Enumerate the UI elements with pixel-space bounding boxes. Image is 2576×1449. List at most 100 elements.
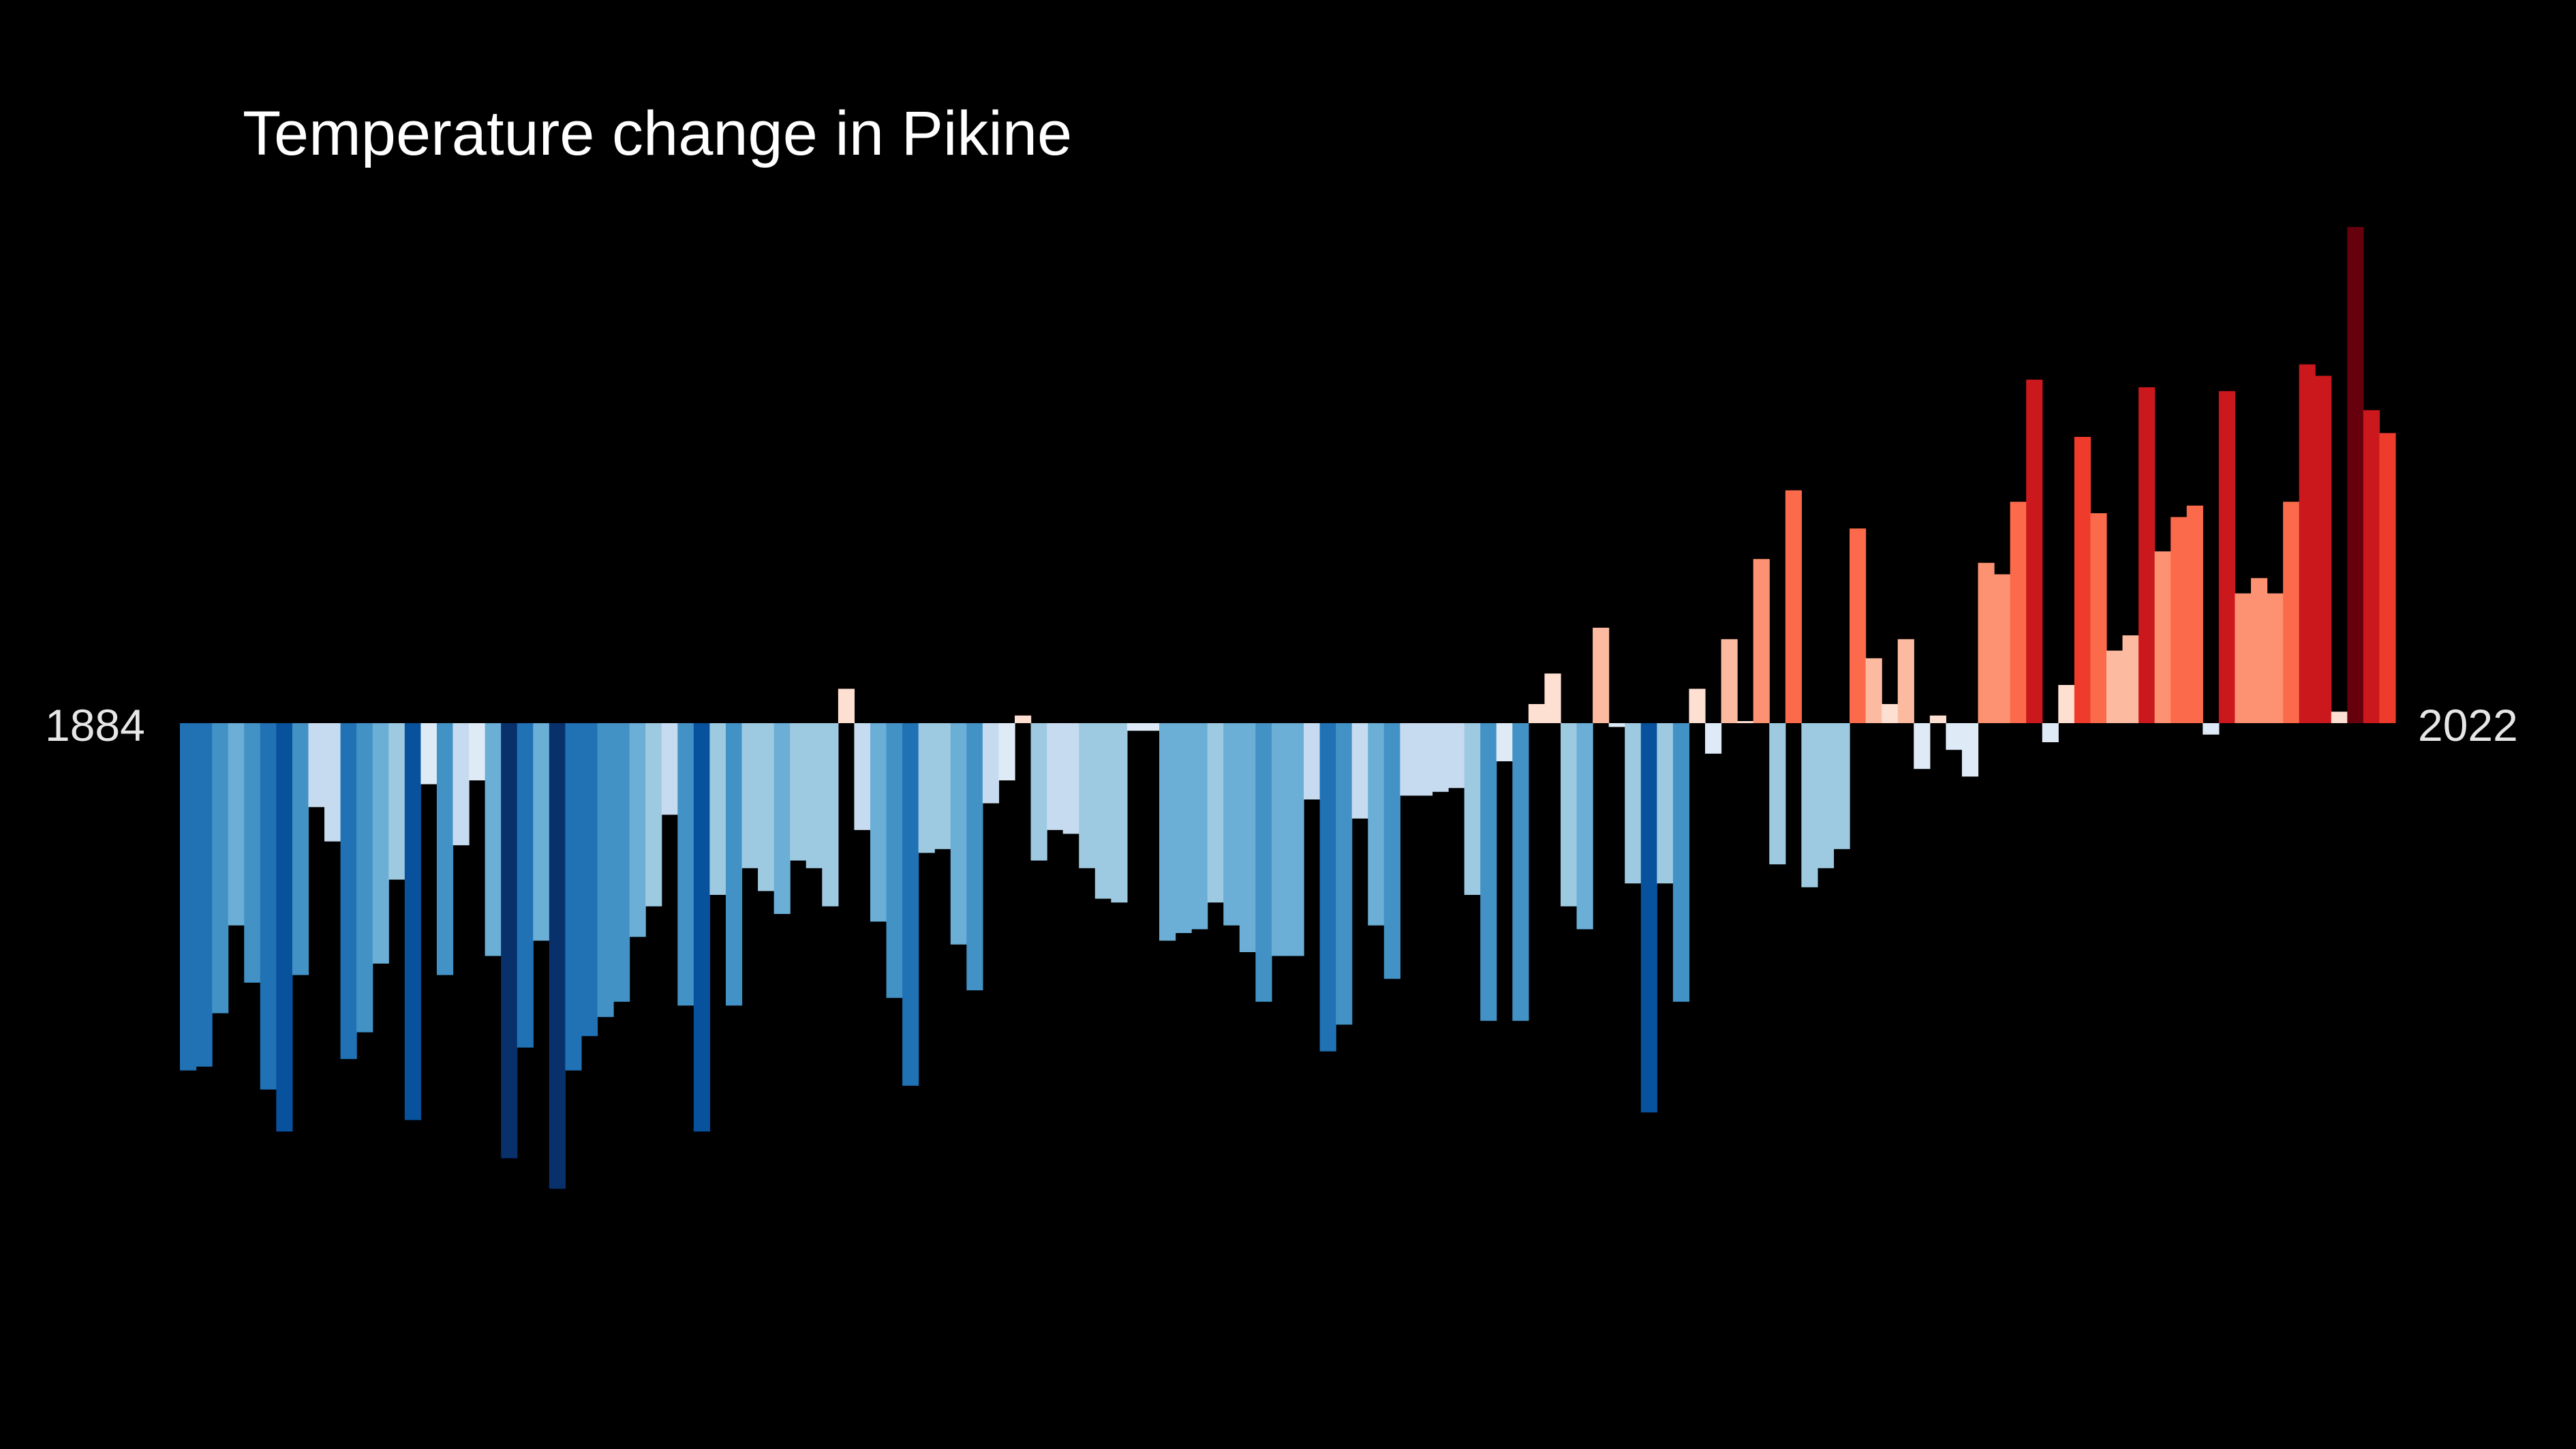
bar-1958 [1368,723,1385,926]
bar-2019 [2347,227,2364,723]
bar-1887 [228,723,245,926]
bar-1899 [420,723,438,784]
bar-1984 [1785,490,1802,723]
bar-1889 [260,723,277,1090]
bar-1993 [1929,715,1946,723]
bar-1932 [950,723,967,945]
bar-1990 [1882,704,1899,723]
bar-2008 [2171,517,2188,723]
bar-1953 [1287,723,1304,956]
bar-1979 [1705,723,1722,754]
bar-1963 [1448,723,1465,789]
bar-1914 [661,723,678,815]
bar-1974 [1625,723,1642,884]
bar-1961 [1415,723,1433,796]
bar-1935 [998,723,1015,780]
bar-1928 [886,723,903,998]
bar-1931 [934,723,951,849]
bar-2000 [2042,723,2059,742]
bar-1909 [581,723,598,1037]
bar-2016 [2299,364,2316,723]
bar-2003 [2090,513,2107,723]
bar-1985 [1801,723,1818,887]
bar-1983 [1769,723,1786,865]
bar-1891 [292,723,309,975]
bar-1908 [565,723,582,1071]
bar-1956 [1336,723,1353,1025]
bar-1951 [1255,723,1272,1002]
bar-1968 [1528,704,1546,723]
bar-1943 [1126,723,1144,731]
bar-1978 [1689,688,1706,723]
bar-1976 [1657,723,1674,884]
bar-1921 [773,723,791,914]
bar-1926 [854,723,871,830]
bar-1988 [1850,528,1867,723]
bar-2013 [2250,578,2268,723]
bar-1897 [388,723,405,880]
bar-1999 [2026,380,2043,723]
bar-1948 [1207,723,1224,903]
bar-1911 [613,723,630,1002]
bar-1892 [308,723,325,808]
bar-2007 [2154,551,2171,723]
bar-1997 [1994,574,2011,723]
bar-1920 [758,723,775,891]
bar-1916 [693,723,711,1132]
bar-1884 [180,723,197,1071]
bar-1933 [966,723,983,990]
bar-1945 [1159,723,1176,941]
bar-1946 [1175,723,1192,933]
bar-1944 [1143,723,1160,731]
chart-title: Temperature change in Pikine [243,99,1073,168]
bar-1900 [436,723,454,975]
bar-2001 [2058,685,2075,723]
bar-2009 [2186,505,2203,723]
bar-1969 [1544,673,1561,723]
bar-1981 [1737,721,1754,723]
bar-1888 [244,723,261,983]
bar-1896 [372,723,389,964]
bar-1898 [404,723,421,1120]
bar-1885 [196,723,213,1067]
bar-1962 [1432,723,1449,792]
bar-1936 [1015,715,1032,723]
bar-1893 [324,723,341,842]
bar-1952 [1271,723,1289,956]
x-axis-end-year-label: 2022 [2418,700,2518,750]
bar-2004 [2106,650,2123,723]
bar-1904 [501,723,518,1159]
bar-1994 [1946,723,1963,750]
bar-1941 [1094,723,1111,899]
bar-1930 [918,723,935,853]
bar-1922 [790,723,807,861]
bar-2011 [2218,391,2236,723]
bar-1959 [1383,723,1401,979]
bar-1950 [1239,723,1256,952]
bar-1942 [1111,723,1128,903]
bar-1967 [1512,723,1529,1021]
bar-2014 [2267,593,2284,723]
bar-1965 [1480,723,1497,1021]
bar-2006 [2138,387,2156,723]
bar-1910 [597,723,614,1018]
bar-1972 [1593,628,1610,723]
bar-1973 [1608,723,1625,727]
bar-1939 [1062,723,1079,834]
bar-1903 [485,723,502,956]
bar-1991 [1897,639,1914,723]
bar-1919 [741,723,758,868]
bar-2015 [2283,502,2300,723]
bar-1901 [453,723,470,846]
bar-1980 [1721,639,1738,723]
bar-1938 [1047,723,1064,830]
bar-1940 [1079,723,1096,868]
bar-1957 [1351,723,1368,819]
bar-1989 [1865,658,1882,723]
bar-1902 [469,723,486,780]
bar-1886 [212,723,229,1013]
bar-1923 [806,723,823,868]
bar-1975 [1640,723,1657,1113]
